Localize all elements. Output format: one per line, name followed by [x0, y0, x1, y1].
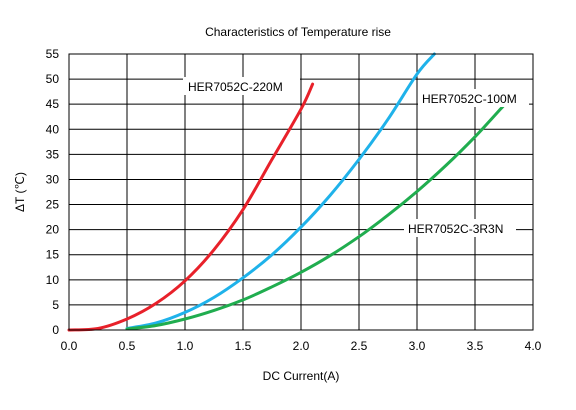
x-tick-label: 0.0 [61, 339, 78, 353]
y-tick-label: 15 [46, 248, 60, 262]
tick-labels: 0.0 0.5 1.0 1.5 2.0 2.5 3.0 3.5 4.0 0 5 10 15 20 25 30 3… [46, 47, 542, 353]
x-tick-label: 0.5 [119, 339, 136, 353]
series-line-100m [125, 52, 436, 330]
x-tick-label: 4.0 [525, 339, 542, 353]
x-tick-label: 2.0 [293, 339, 310, 353]
y-axis-label: ΔT (℃) [13, 172, 27, 212]
annotation-100m: HER7052C-100M [422, 92, 517, 106]
annotation-bg-220m [183, 77, 300, 95]
y-tick-label: 5 [52, 298, 59, 312]
y-tick-label: 35 [46, 147, 60, 161]
y-tick-label: 40 [46, 122, 60, 136]
y-tick-label: 20 [46, 223, 60, 237]
series-group [67, 52, 506, 332]
annotation-3r3n: HER7052C-3R3N [408, 222, 503, 236]
annotation-bg-3r3n [404, 219, 516, 237]
annotation-bg-100m [418, 89, 529, 107]
x-tick-label: 3.5 [467, 339, 484, 353]
x-tick-label: 3.0 [409, 339, 426, 353]
y-tick-label: 30 [46, 172, 60, 186]
chart-title: Characteristics of Temperature rise [205, 25, 391, 39]
y-tick-label: 25 [46, 198, 60, 212]
x-tick-label: 1.0 [177, 339, 194, 353]
annotation-220m: HER7052C-220M [188, 80, 283, 94]
y-tick-label: 0 [52, 323, 59, 337]
series-line-220m [67, 82, 315, 332]
y-tick-label: 55 [46, 47, 60, 61]
x-axis-label: DC Current(A) [263, 369, 340, 383]
y-tick-label: 50 [46, 72, 60, 86]
plot-frame [68, 53, 534, 331]
y-tick-label: 10 [46, 273, 60, 287]
series-line-3r3n [125, 103, 506, 331]
x-tick-label: 1.5 [235, 339, 252, 353]
y-tick-label: 45 [46, 97, 60, 111]
x-tick-label: 2.5 [351, 339, 368, 353]
